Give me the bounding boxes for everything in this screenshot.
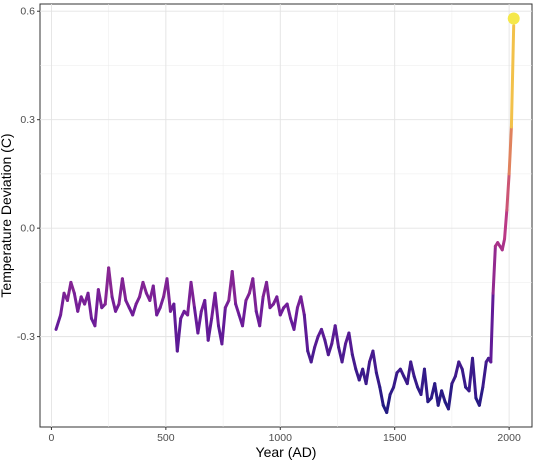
- series-segment: [503, 208, 509, 241]
- series-segment: [477, 385, 485, 407]
- x-tick-label: 0: [49, 432, 55, 444]
- y-axis-title: Temperature Deviation (C): [0, 133, 14, 297]
- series-segment: [326, 342, 334, 357]
- series-segment: [251, 277, 258, 313]
- x-tick-label: 1000: [269, 432, 293, 444]
- series-segment: [385, 392, 392, 415]
- series-segment: [158, 295, 166, 310]
- series-segment: [213, 291, 220, 328]
- series-segment: [481, 360, 488, 389]
- series-segment: [350, 353, 358, 371]
- series-segment: [471, 356, 478, 400]
- series-segment: [340, 342, 347, 364]
- series-segment: [189, 280, 196, 310]
- series-segment: [507, 125, 513, 176]
- x-tick-label: 2000: [497, 432, 521, 444]
- series-segment: [86, 291, 93, 321]
- series-segment: [258, 295, 265, 328]
- series-segment: [347, 331, 354, 357]
- y-tick-label: 0.6: [20, 6, 35, 18]
- y-tick-label: 0.3: [20, 114, 35, 126]
- series-segment: [299, 295, 306, 317]
- series-segment: [141, 280, 148, 295]
- series-segment: [96, 288, 104, 310]
- series-segment: [489, 291, 495, 364]
- series-segment: [409, 360, 416, 378]
- x-axis-title: Year (AD): [256, 444, 317, 460]
- x-tick-label: 500: [157, 432, 175, 444]
- y-tick-label: -0.3: [17, 331, 35, 343]
- series-segment: [165, 277, 172, 313]
- series-segment: [491, 244, 497, 295]
- series-segment: [292, 306, 299, 331]
- series-segment: [151, 284, 159, 317]
- series-segment: [440, 389, 447, 404]
- series-segment: [93, 288, 100, 328]
- series-segment: [412, 374, 420, 389]
- series-segment: [69, 280, 76, 295]
- temperature-series: [54, 24, 516, 415]
- series-segment: [54, 313, 63, 331]
- series-segment: [364, 360, 372, 386]
- series-segment: [203, 298, 210, 342]
- x-tick-label: 1500: [383, 432, 407, 444]
- series-segment: [378, 385, 385, 407]
- series-segment: [422, 367, 430, 404]
- series-segment: [175, 317, 183, 353]
- series-segment: [76, 295, 83, 313]
- series-segment: [220, 306, 227, 346]
- series-segment: [265, 280, 272, 310]
- series-segment: [302, 313, 310, 353]
- series-segment: [453, 360, 461, 378]
- series-segment: [275, 295, 282, 317]
- series-segment: [107, 266, 114, 299]
- latest-point: [507, 12, 520, 25]
- y-tick-label: 0.0: [20, 223, 35, 235]
- series-segment: [206, 317, 214, 342]
- series-segment: [392, 371, 399, 389]
- series-segment: [196, 309, 203, 335]
- plot-panel: [39, 3, 533, 428]
- series-segment: [460, 367, 468, 389]
- series-segment: [446, 382, 454, 411]
- series-segment: [500, 237, 507, 252]
- major-gridlines: [40, 4, 532, 427]
- y-axis-ticks: -0.3 0.0 0.3 0.6: [17, 6, 40, 343]
- series-segment: [319, 327, 327, 342]
- series-segment: [59, 291, 66, 317]
- series-segment: [313, 335, 320, 349]
- series-segment: [131, 302, 138, 317]
- series-segment: [110, 295, 118, 313]
- series-segment: [120, 277, 128, 302]
- series-segment: [230, 270, 238, 306]
- series-segment: [309, 345, 317, 364]
- series-segment: [371, 349, 378, 375]
- latest-value-marker: [507, 12, 520, 25]
- series-segment: [285, 302, 293, 321]
- series-segment: [234, 302, 241, 317]
- series-segment: [505, 172, 511, 212]
- series-segment: [509, 24, 516, 129]
- series-segment: [333, 324, 341, 349]
- x-axis-ticks: 0 500 1000 1500 2000: [49, 427, 521, 444]
- series-segment: [374, 371, 382, 389]
- series-segment: [241, 298, 248, 328]
